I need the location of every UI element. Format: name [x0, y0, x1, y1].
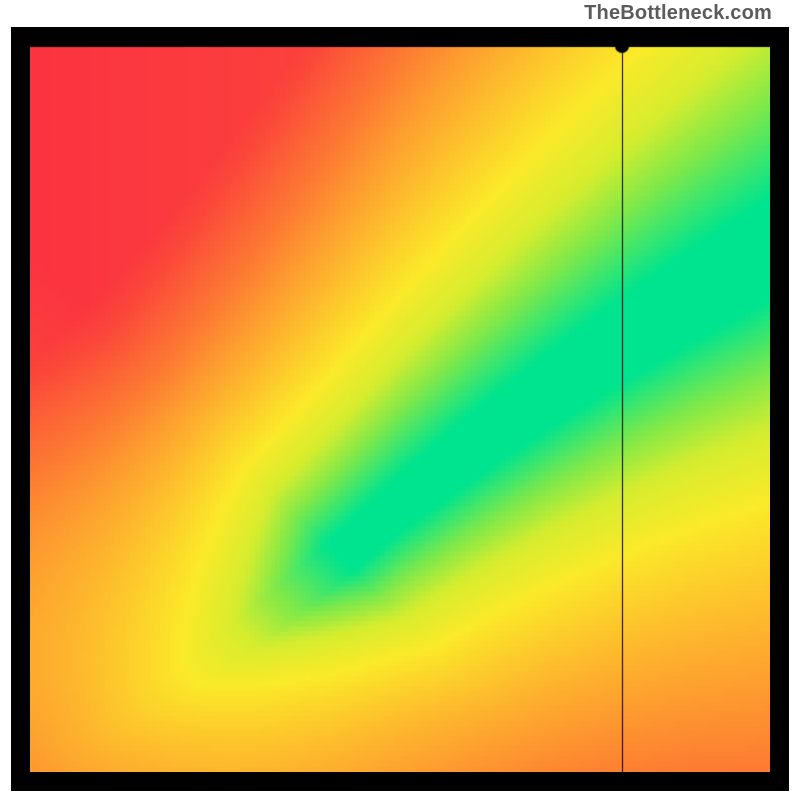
heatmap-plot [30, 46, 770, 772]
chart-frame [11, 27, 789, 791]
watermark-text: TheBottleneck.com [584, 2, 772, 25]
heatmap-canvas [30, 46, 770, 772]
